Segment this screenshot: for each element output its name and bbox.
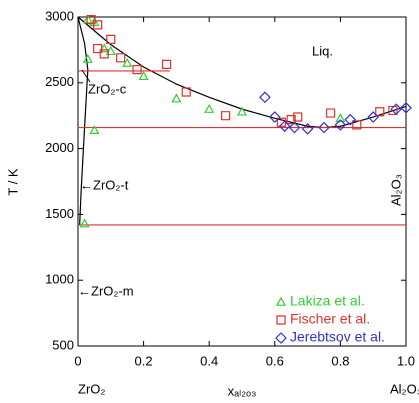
- x-tick-label: 0.2: [135, 353, 153, 368]
- diamond-marker: [288, 121, 301, 134]
- y-tick-label: 2000: [45, 140, 74, 155]
- square-marker: [276, 117, 286, 127]
- triangle-marker: [204, 103, 215, 113]
- triangle-marker: [171, 93, 182, 103]
- phase-boundary: [77, 16, 407, 129]
- x-tick-label: 0.8: [331, 353, 349, 368]
- diamond-marker: [275, 332, 287, 344]
- triangle-marker: [79, 218, 90, 228]
- triangle-marker: [89, 17, 100, 27]
- triangle-marker: [82, 14, 93, 24]
- square-marker: [99, 49, 109, 59]
- triangle-marker: [82, 53, 93, 63]
- triangle-marker: [122, 57, 133, 67]
- annotation: ←ZrO₂-m: [78, 283, 134, 298]
- x-axis-label: xₐₗ₂ₒ₃: [228, 383, 257, 398]
- diamond-marker: [390, 103, 403, 115]
- square-marker: [375, 107, 385, 117]
- triangle-marker: [236, 106, 248, 116]
- square-marker: [181, 87, 191, 97]
- arrow: [81, 69, 91, 83]
- x-tick-label: 0: [74, 353, 81, 368]
- square-marker: [352, 120, 362, 130]
- triangle-marker: [335, 113, 346, 123]
- square-marker: [106, 34, 116, 44]
- square-marker: [116, 53, 126, 63]
- diamond-marker: [259, 91, 271, 104]
- legend-label: Jerebtsov et al.: [290, 329, 385, 345]
- legend-label: Fischer et al.: [290, 311, 370, 327]
- y-tick-label: 500: [52, 337, 74, 352]
- diamond-marker: [301, 123, 314, 135]
- square-marker: [293, 112, 303, 122]
- diamond-marker: [367, 111, 380, 123]
- diamond-marker: [268, 111, 281, 123]
- diamond-marker: [278, 120, 291, 133]
- diamond-marker: [318, 121, 330, 134]
- diamond-marker: [400, 101, 412, 114]
- y-tick-label: 3000: [45, 8, 74, 23]
- annotation: Al₂O₃: [388, 174, 403, 206]
- x-tick-label: 1.0: [397, 353, 415, 368]
- annotation: Liq.: [312, 43, 333, 58]
- square-marker: [132, 65, 142, 75]
- x-tick-label: 0.4: [200, 353, 218, 368]
- y-axis-label: T / K: [5, 168, 20, 196]
- annotation: ZrO₂-c: [88, 81, 127, 96]
- annotation: ←ZrO₂-t: [80, 177, 129, 192]
- triangle-marker: [89, 124, 100, 134]
- plot-frame: [77, 16, 407, 347]
- square-marker: [276, 315, 286, 325]
- square-marker: [93, 43, 103, 54]
- square-marker: [86, 15, 96, 25]
- diamond-marker: [344, 113, 357, 126]
- square-marker: [161, 59, 172, 69]
- phase-boundary: [77, 16, 89, 70]
- legend-label: Lakiza et al.: [290, 293, 365, 309]
- phase-boundary: [79, 69, 89, 225]
- square-marker: [93, 20, 103, 30]
- y-tick-label: 1500: [45, 206, 74, 221]
- square-marker: [221, 111, 231, 121]
- diamond-marker: [334, 119, 347, 131]
- triangle-marker: [138, 70, 149, 81]
- x-tick-label: 0.6: [266, 353, 284, 368]
- triangle-marker: [275, 296, 287, 306]
- y-tick-label: 2500: [45, 74, 74, 89]
- y-tick-label: 1000: [45, 272, 74, 287]
- annotation: Al₂O₃: [390, 381, 419, 396]
- annotation: ZrO₂: [78, 381, 105, 396]
- square-marker: [325, 108, 336, 118]
